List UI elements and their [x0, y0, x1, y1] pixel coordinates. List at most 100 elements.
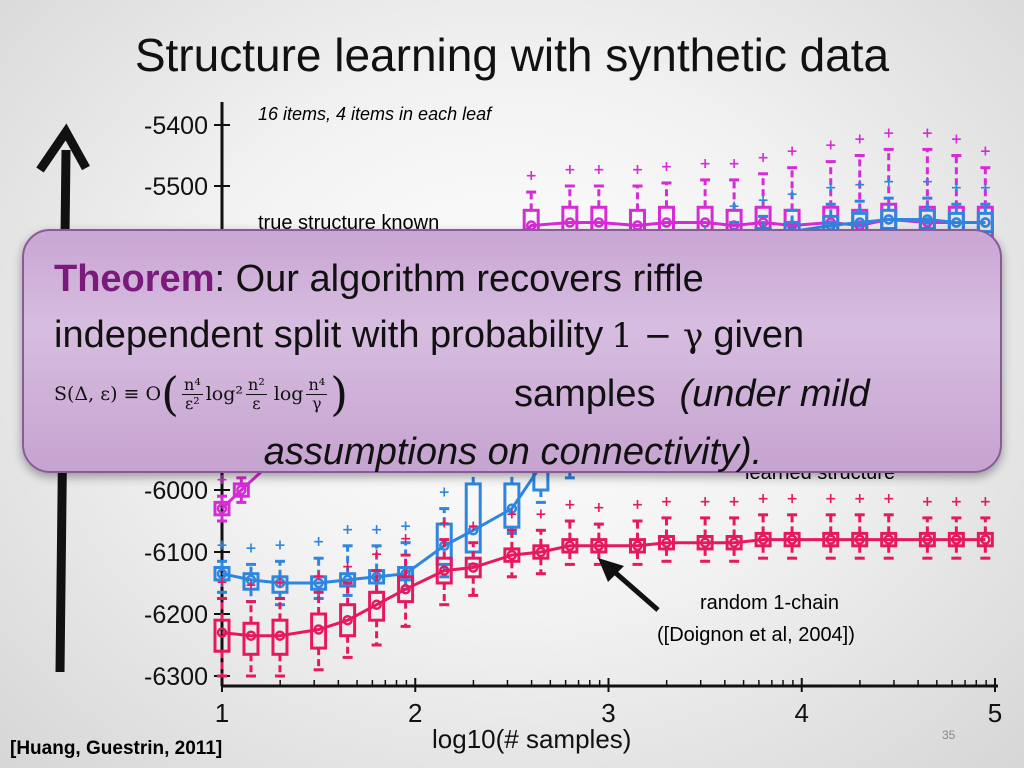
box — [213, 500, 231, 517]
outlier-marker: + — [274, 575, 286, 591]
outlier-marker: + — [342, 559, 354, 575]
box — [397, 566, 415, 582]
outlier-marker: + — [921, 125, 933, 141]
outlier-marker: + — [728, 198, 740, 214]
median-marker — [438, 565, 450, 576]
median-marker — [786, 534, 798, 545]
outlier-marker: + — [593, 162, 605, 178]
box — [271, 575, 289, 594]
outlier-marker: + — [699, 494, 711, 510]
x-tick-label: 4 — [795, 698, 809, 728]
random-chain-label: random 1-chain — [700, 592, 839, 614]
outlier-marker: + — [216, 537, 228, 553]
box — [590, 538, 608, 554]
outlier-marker: + — [854, 177, 866, 193]
box — [880, 531, 898, 548]
median-marker — [342, 614, 353, 626]
median-marker — [313, 577, 324, 589]
median-marker — [980, 217, 991, 228]
outlier-marker: + — [728, 156, 740, 172]
box — [310, 575, 328, 591]
outlier-marker: + — [274, 537, 286, 553]
box — [242, 621, 260, 656]
outlier-marker: + — [921, 494, 933, 510]
chart-subtitle: 16 items, 4 items in each leaf — [258, 104, 492, 124]
chart-overlay — [598, 558, 660, 612]
page-number: 35 — [942, 728, 956, 742]
median-marker — [274, 630, 286, 641]
median-marker — [699, 537, 711, 548]
median-marker — [467, 562, 479, 573]
outlier-marker: + — [979, 144, 991, 160]
box — [725, 535, 743, 551]
outlier-marker: + — [825, 491, 837, 507]
outlier-marker: + — [313, 534, 325, 550]
median-marker — [825, 534, 836, 545]
median-marker — [951, 534, 962, 545]
y-tick-label: -6300 — [144, 663, 208, 691]
formula-fraction-2: n² ε — [246, 374, 267, 413]
outlier-marker: + — [216, 575, 228, 591]
outlier-marker: + — [854, 132, 866, 148]
box — [435, 556, 453, 585]
box — [628, 538, 646, 554]
outlier-marker: + — [979, 494, 991, 510]
outlier-marker: + — [950, 494, 962, 510]
median-marker — [728, 537, 740, 548]
theorem-line2-text: independent split with probability — [54, 314, 604, 356]
median-marker — [980, 534, 991, 545]
box — [783, 531, 801, 548]
sample-complexity-formula: S(Δ, ε) ≡ O ( n⁴ ε² log² n² ε log n⁴ γ ) — [54, 367, 349, 421]
median-marker — [922, 214, 933, 225]
median-marker — [883, 214, 894, 225]
outlier-marker: + — [342, 522, 354, 538]
y-tick-label: -6000 — [144, 477, 208, 505]
outlier-marker: + — [371, 522, 383, 538]
box — [822, 531, 840, 548]
box — [339, 603, 357, 638]
box — [310, 612, 328, 650]
outlier-marker: + — [786, 186, 798, 202]
outlier-marker: + — [438, 485, 450, 501]
median-marker — [245, 574, 257, 586]
median-line — [221, 538, 986, 638]
x-tick-label: 3 — [601, 698, 615, 728]
outlier-marker: + — [979, 180, 991, 196]
median-marker — [699, 217, 711, 228]
outlier-marker: + — [757, 192, 769, 208]
outlier-marker: + — [216, 472, 228, 488]
median-marker — [535, 546, 547, 558]
median-marker — [274, 577, 286, 589]
outlier-marker: + — [371, 547, 383, 563]
median-marker — [564, 540, 576, 552]
theorem-line-4: assumptions on connectivity). — [263, 431, 763, 473]
theorem-assumption-start: (under mild — [679, 373, 870, 415]
outlier-marker: + — [854, 491, 866, 507]
box — [561, 538, 579, 554]
theorem-colon: : — [214, 258, 226, 300]
y-tick-label: -6200 — [144, 601, 208, 629]
box — [213, 618, 231, 653]
outlier-marker: + — [757, 150, 769, 166]
median-marker — [371, 599, 382, 610]
median-marker — [400, 583, 411, 595]
y-tick-label: -6100 — [144, 539, 208, 567]
outlier-marker: + — [632, 497, 644, 513]
box — [976, 531, 994, 548]
median-marker — [216, 627, 228, 638]
outlier-marker: + — [593, 500, 605, 516]
median-marker — [757, 534, 769, 545]
theorem-callout: Theorem: Our algorithm recovers riffle i… — [22, 229, 1002, 473]
x-tick-label: 5 — [988, 698, 1002, 728]
box — [918, 531, 936, 548]
y-direction-arrow-head — [36, 123, 90, 173]
box — [657, 535, 675, 551]
median-marker — [236, 484, 247, 496]
box — [880, 208, 898, 231]
theorem-keyword: Theorem — [54, 258, 215, 300]
formula-fraction-1: n⁴ ε² — [182, 374, 203, 413]
box — [503, 482, 521, 529]
box — [532, 544, 550, 560]
x-axis-label: log10(# samples) — [432, 724, 632, 754]
median-marker — [593, 540, 605, 552]
